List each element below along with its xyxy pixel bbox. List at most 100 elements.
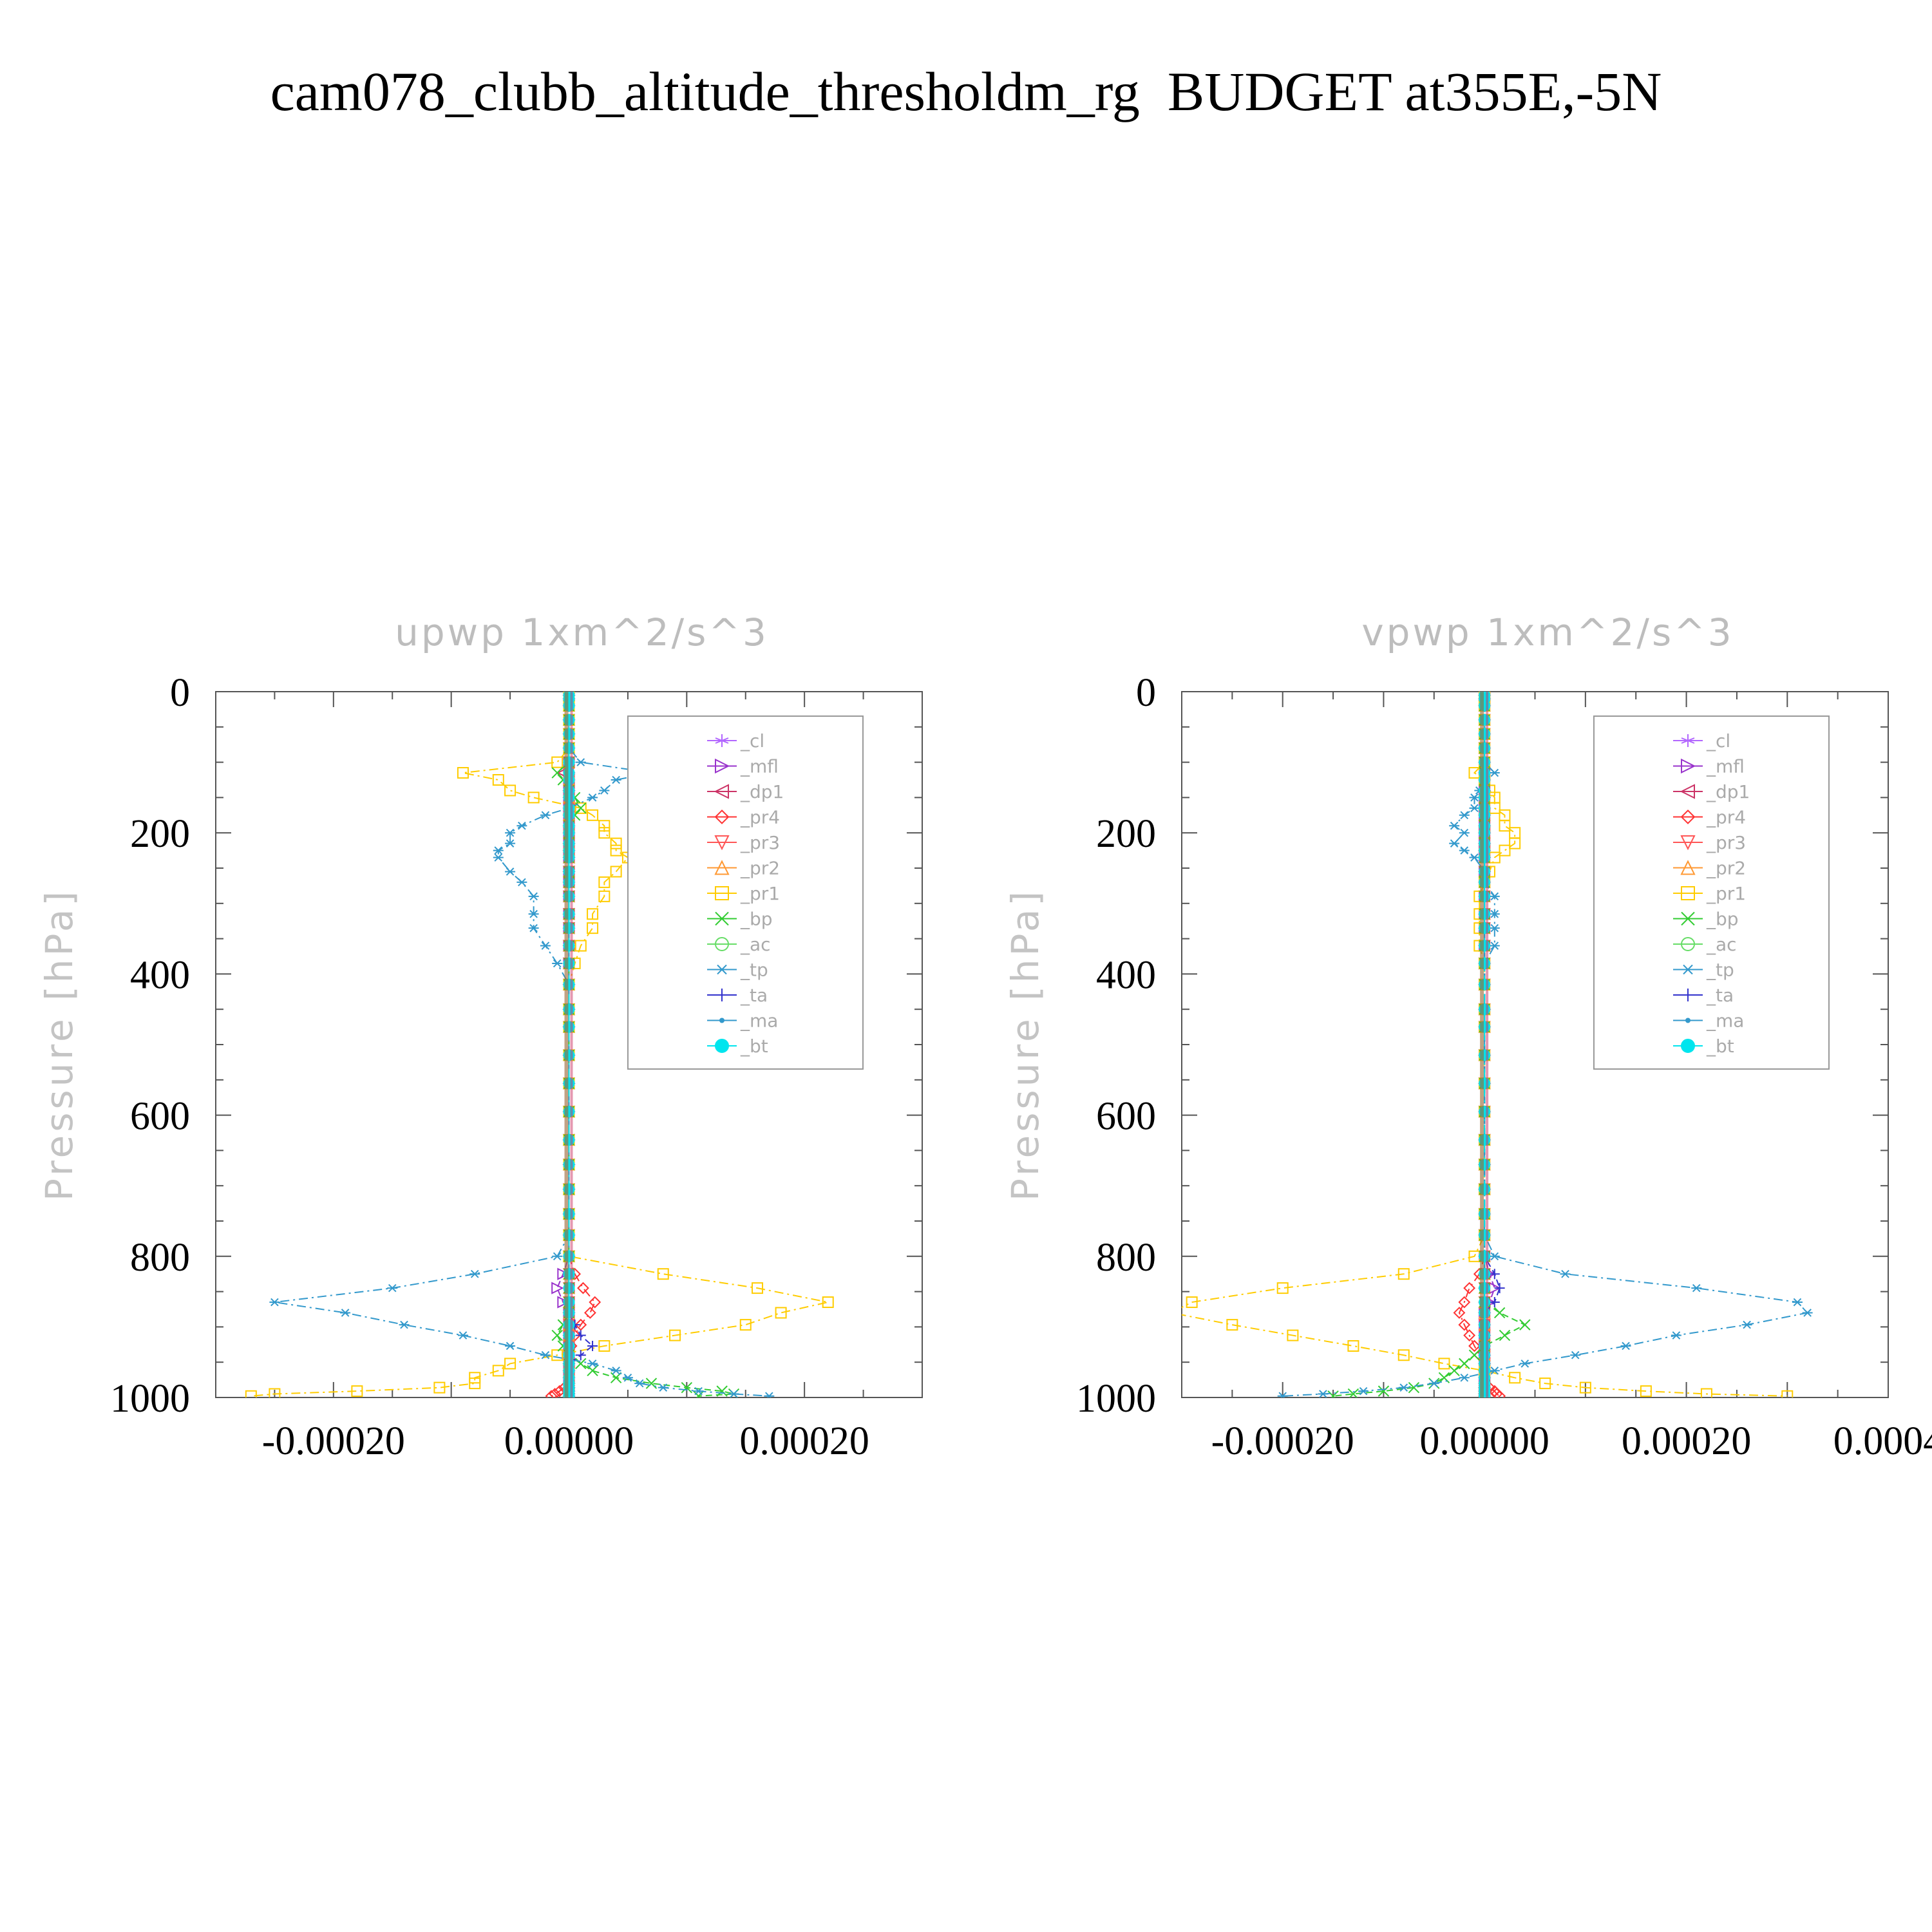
- legend-label: _dp1: [1706, 781, 1750, 802]
- data-point: [1226, 1319, 1238, 1331]
- y-axis-label: Pressure [hPa]: [1003, 888, 1047, 1201]
- data-point: [574, 940, 587, 952]
- data-point: [575, 1330, 586, 1341]
- legend-label: _ma: [1706, 1010, 1744, 1032]
- data-point: [1397, 1349, 1410, 1361]
- x-tick-label: -0.00020: [262, 1419, 405, 1463]
- data-point: [587, 908, 599, 920]
- legend-label: _pr2: [1706, 858, 1746, 879]
- data-point: [399, 1320, 410, 1329]
- data-point: [528, 909, 539, 918]
- legend-label: _mfl: [1706, 756, 1745, 777]
- legend-label: _pr2: [740, 858, 780, 879]
- y-tick-label: 200: [1096, 812, 1156, 856]
- data-point: [587, 1340, 598, 1351]
- legend-label: _ac: [740, 934, 771, 955]
- legend-marker: [1681, 734, 1695, 747]
- legend-entry: _bt: [707, 1036, 768, 1057]
- y-tick-label: 800: [1096, 1236, 1156, 1280]
- legend-label: _pr4: [740, 807, 780, 828]
- legend-entry: _cl: [707, 730, 764, 752]
- data-point: [551, 767, 563, 779]
- data-point: [1469, 804, 1480, 813]
- data-point: [587, 922, 599, 934]
- legend-label: _cl: [1706, 730, 1730, 752]
- data-point: [1459, 1358, 1470, 1370]
- data-point: [1186, 1296, 1198, 1309]
- data-point: [540, 942, 551, 950]
- data-point: [574, 802, 587, 814]
- legend-entry: _tp: [1673, 960, 1734, 981]
- data-point: [549, 1388, 561, 1397]
- data-point: [1539, 1378, 1551, 1390]
- data-point: [1499, 1329, 1511, 1341]
- data-point: [1458, 1296, 1471, 1309]
- data-point: [269, 1298, 280, 1307]
- data-point: [598, 1340, 611, 1352]
- legend-label: _dp1: [740, 781, 784, 802]
- data-point: [1459, 811, 1470, 820]
- data-point: [1458, 1318, 1471, 1331]
- legend-marker: [714, 784, 729, 799]
- data-point: [669, 1329, 681, 1341]
- data-point: [1489, 1367, 1500, 1375]
- data-point: [622, 1374, 633, 1382]
- legend-label: _pr1: [740, 883, 780, 904]
- legend-marker: [1681, 758, 1696, 774]
- data-point: [1438, 1372, 1450, 1384]
- data-point: [1459, 828, 1470, 837]
- data-point: [527, 791, 540, 804]
- legend-marker: [1681, 989, 1694, 1001]
- data-point: [1378, 1385, 1390, 1397]
- data-point: [1327, 1390, 1339, 1397]
- data-point: [1408, 1381, 1420, 1394]
- legend-marker: [715, 758, 730, 774]
- data-point: [1691, 1283, 1702, 1293]
- data-point: [1166, 1307, 1177, 1318]
- legend-entry: _pr4: [707, 807, 780, 828]
- data-point: [1489, 909, 1500, 918]
- chart-panel-vpwp: vpwp 1xm^2/s^3 Pressure [hPa] 0 200 400 600 80…: [1003, 611, 1932, 1463]
- data-point: [552, 1252, 563, 1261]
- panel-title: vpwp 1xm^2/s^3: [1361, 611, 1734, 654]
- legend-label: _pr3: [740, 832, 780, 853]
- legend-label: _tp: [1706, 960, 1734, 981]
- legend-marker: [715, 1039, 729, 1053]
- series-line: [1332, 695, 1527, 1397]
- y-tick-label: 0: [170, 671, 190, 715]
- legend-entry: _pr2: [707, 858, 780, 879]
- data-point: [1347, 1340, 1359, 1352]
- legend-entry: _ac: [707, 934, 771, 955]
- data-point: [1620, 1341, 1631, 1350]
- data-point: [716, 1385, 728, 1397]
- x-tick-label: 0.00020: [1622, 1419, 1752, 1463]
- data-point: [610, 844, 622, 857]
- data-point: [1579, 1381, 1591, 1394]
- legend-label: _bp: [740, 909, 773, 930]
- legend-label: _pr1: [1706, 883, 1746, 904]
- data-point: [764, 1392, 775, 1397]
- y-tick-label: 1000: [110, 1377, 190, 1421]
- y-tick-label: 400: [1096, 953, 1156, 997]
- legend-marker: [715, 734, 729, 747]
- data-point: [1509, 837, 1521, 849]
- data-point: [469, 1269, 480, 1278]
- data-point: [1397, 1268, 1410, 1280]
- data-point: [351, 1385, 363, 1397]
- y-tick-label: 400: [130, 953, 190, 997]
- x-tick-label: 0.00000: [1419, 1419, 1549, 1463]
- data-point: [557, 1267, 570, 1280]
- data-point: [1802, 1309, 1813, 1317]
- legend-label: _ma: [740, 1010, 778, 1032]
- data-point: [1560, 1269, 1571, 1278]
- data-point: [1671, 1331, 1681, 1340]
- data-point: [1318, 1390, 1329, 1397]
- legend-marker: [715, 886, 729, 900]
- legend-marker: [715, 964, 728, 975]
- data-point: [1494, 1283, 1505, 1294]
- data-point: [1519, 1359, 1530, 1368]
- data-point: [492, 774, 504, 786]
- y-tick-label: 200: [130, 812, 190, 856]
- data-point: [505, 828, 516, 837]
- data-point: [1459, 1374, 1470, 1382]
